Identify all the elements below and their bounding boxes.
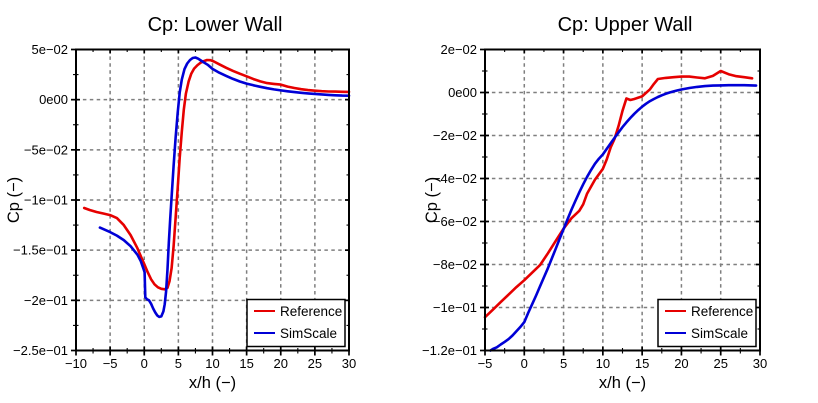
- legend-box: [246, 298, 346, 348]
- x-axis-label-upper-wall: x/h (−): [599, 374, 646, 392]
- y-tick-label: 0e00: [39, 92, 68, 107]
- y-tick-label: −2e−02: [433, 128, 477, 143]
- legend-label-reference: Reference: [280, 304, 342, 319]
- series-line-simscale: [489, 83, 758, 352]
- x-tick-label: 5: [175, 356, 182, 371]
- y-tick-label: −8e−02: [433, 257, 477, 272]
- y-tick-label: −4e−02: [433, 171, 477, 186]
- y-tick-label: −2e−01: [24, 293, 68, 308]
- x-tick-label: 0: [521, 356, 528, 371]
- x-axis-label-lower-wall: x/h (−): [189, 374, 236, 392]
- x-tick-label: −5: [103, 356, 118, 371]
- x-tick-label: 20: [674, 356, 688, 371]
- chart-title-upper-wall: Cp: Upper Wall: [558, 14, 693, 36]
- x-tick-label: −10: [65, 356, 87, 371]
- y-tick-label: 2e−02: [440, 42, 477, 57]
- legend-label-simscale: SimScale: [691, 326, 748, 341]
- plot-area-lower-wall: −10 −5 0 5 10 15 20 25 30 5e−02 0e00 −5e−02 −1e−01 −1…: [13, 42, 356, 371]
- x-tick-label: 25: [713, 356, 727, 371]
- x-tick-label: 20: [274, 356, 288, 371]
- x-tick-label: 10: [205, 356, 219, 371]
- y-tick-label: −1e−01: [24, 193, 68, 208]
- y-tick-label: 0e00: [448, 85, 477, 100]
- legend-box: [657, 298, 757, 348]
- x-tick-label: 10: [596, 356, 610, 371]
- legend-label-simscale: SimScale: [280, 326, 337, 341]
- x-tick-label: 15: [239, 356, 253, 371]
- x-tick-label: 25: [308, 356, 322, 371]
- chart-title-lower-wall: Cp: Lower Wall: [148, 14, 283, 36]
- y-tick-label: −1e−01: [433, 300, 477, 315]
- series-line-reference: [82, 58, 351, 291]
- y-tick-label: −5e−02: [24, 142, 68, 157]
- series-line-reference: [483, 69, 754, 319]
- y-tick-label: 5e−02: [31, 42, 68, 57]
- x-tick-label: 5: [560, 356, 567, 371]
- plot-border: [484, 48, 761, 352]
- y-axis-label-lower-wall: Cp (−): [5, 177, 23, 223]
- x-tick-label: 30: [753, 356, 767, 371]
- y-tick-label: −1.5e−01: [13, 243, 68, 258]
- x-tick-label: −5: [478, 356, 493, 371]
- y-tick-label: −1.2e−01: [422, 343, 477, 358]
- series-line-simscale: [98, 56, 351, 319]
- legend-label-reference: Reference: [691, 304, 753, 319]
- y-tick-label: −6e−02: [433, 214, 477, 229]
- x-tick-label: 30: [342, 356, 356, 371]
- plot-area-upper-wall: −5 0 5 10 15 20 25 30 2e−02 0e00 −2e−02 −4e−02 −6e−0…: [422, 42, 767, 371]
- y-tick-label: −2.5e−01: [13, 343, 68, 358]
- y-axis-label-upper-wall: Cp (−): [423, 177, 441, 223]
- x-tick-label: 15: [635, 356, 649, 371]
- x-tick-label: 0: [141, 356, 148, 371]
- chart-cp-lower-wall: −10 −5 0 5 10 15 20 25 30 5e−02 0e00 −5e−02 −1e−01 −1…: [5, 14, 356, 392]
- plot-border: [75, 48, 350, 352]
- chart-cp-upper-wall: −5 0 5 10 15 20 25 30 2e−02 0e00 −2e−02 −4e−02 −6e−0…: [422, 14, 767, 392]
